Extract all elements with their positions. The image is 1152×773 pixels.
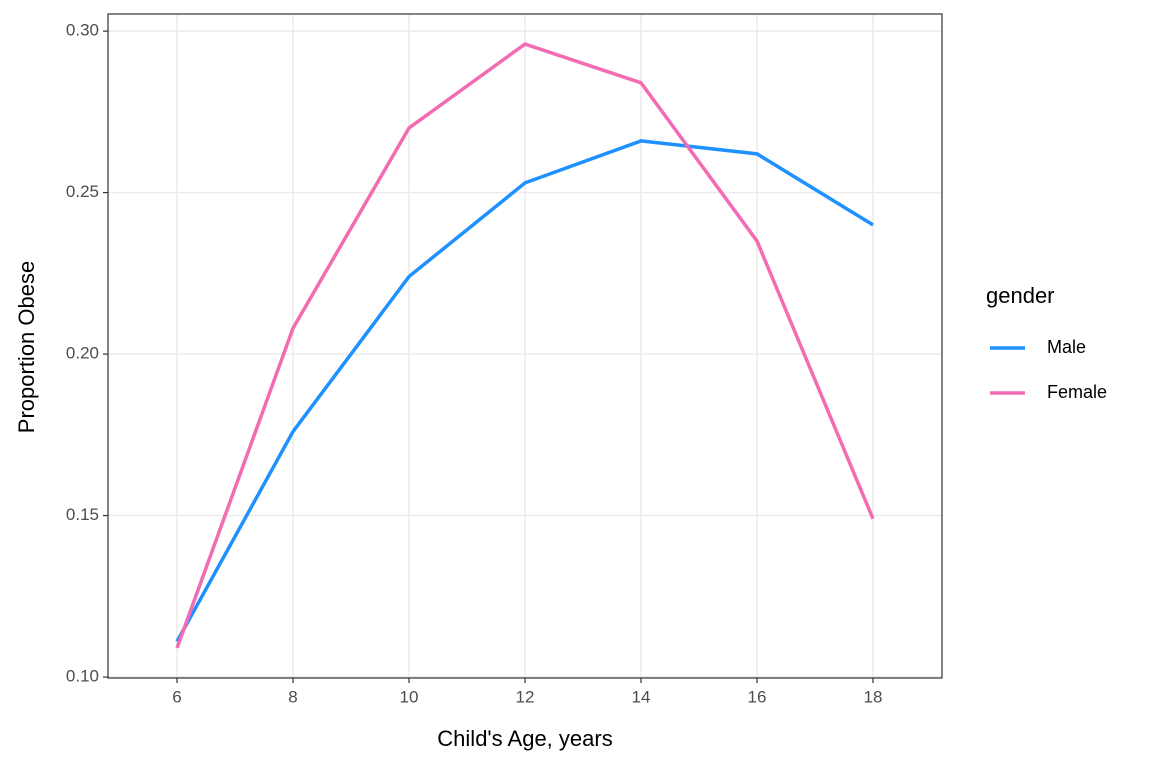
legend-label: Female — [1047, 382, 1107, 402]
y-tick-label: 0.30 — [66, 21, 99, 40]
x-tick-label: 14 — [632, 687, 651, 706]
x-tick-label: 16 — [748, 687, 767, 706]
x-tick-label: 8 — [288, 687, 297, 706]
x-tick-label: 18 — [864, 687, 883, 706]
legend-label: Male — [1047, 337, 1086, 357]
legend-title: gender — [986, 283, 1055, 308]
series-line — [175, 139, 874, 643]
x-tick-label: 6 — [172, 687, 181, 706]
panel-border — [107, 13, 943, 679]
x-tick-label: 10 — [400, 687, 419, 706]
x-tick-label: 12 — [516, 687, 535, 706]
x-axis-title: Child's Age, years — [437, 726, 612, 751]
series-line — [175, 42, 875, 649]
y-tick-label: 0.15 — [66, 505, 99, 524]
y-tick-label: 0.20 — [66, 344, 99, 363]
y-axis-title: Proportion Obese — [14, 261, 39, 433]
y-tick-label: 0.10 — [66, 667, 99, 686]
y-tick-label: 0.25 — [66, 182, 99, 201]
